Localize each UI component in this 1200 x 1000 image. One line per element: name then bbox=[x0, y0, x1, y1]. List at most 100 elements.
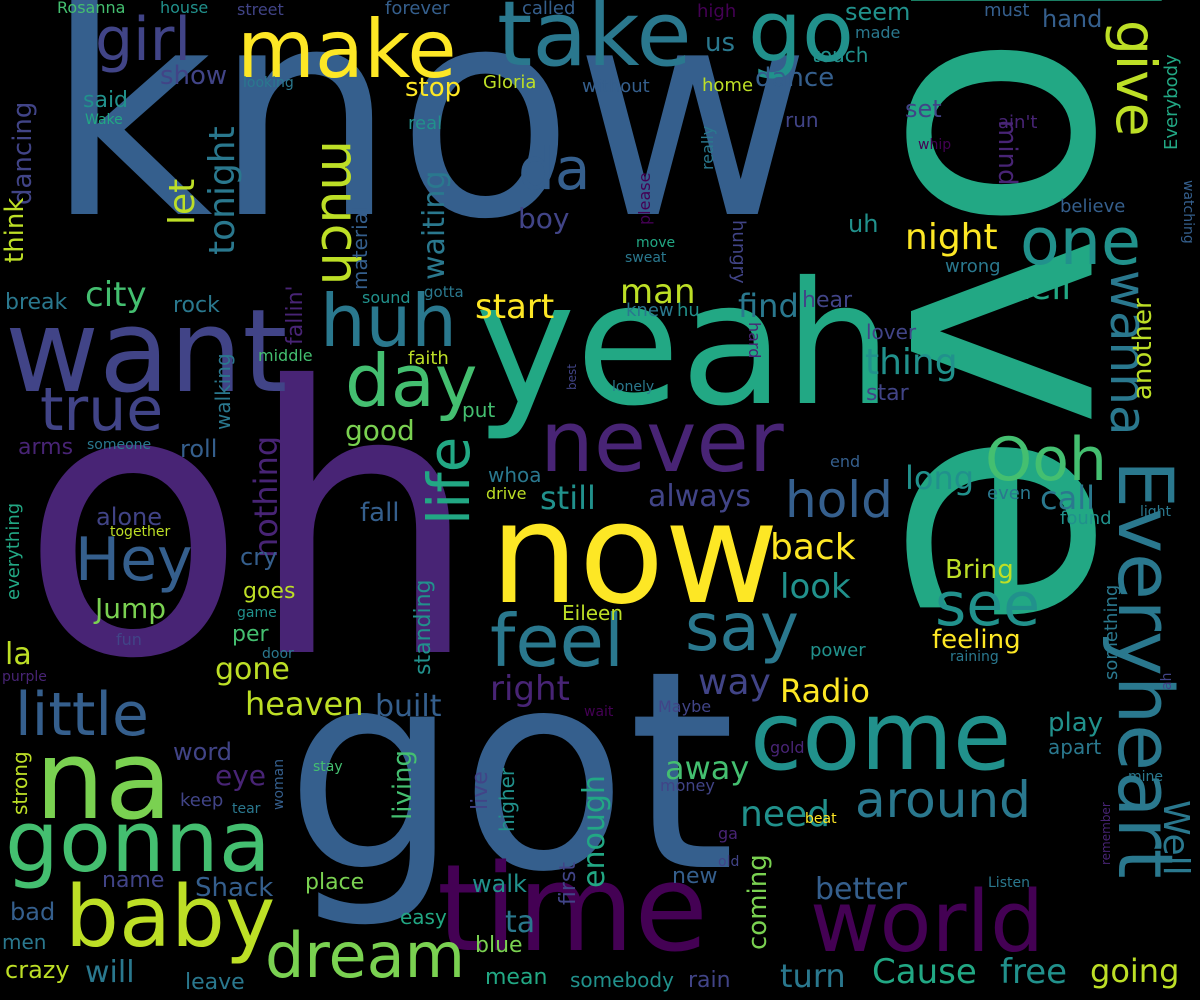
word-call: call bbox=[1040, 479, 1095, 517]
word-want: want bbox=[5, 285, 288, 419]
word-wrong: wrong bbox=[945, 256, 1001, 277]
word-nothing: nothing bbox=[247, 435, 285, 558]
word-enough: enough bbox=[577, 775, 612, 888]
word-stop: stop bbox=[405, 73, 462, 103]
word-fallin': fallin' bbox=[283, 285, 308, 345]
word-fall: fall bbox=[360, 498, 400, 528]
word-really: really bbox=[698, 125, 717, 170]
word-feeling: feeling bbox=[932, 625, 1021, 655]
word-huh: huh bbox=[320, 279, 457, 363]
word-free: free bbox=[1000, 952, 1068, 992]
word-woman: woman bbox=[271, 758, 287, 810]
word-rain: rain bbox=[688, 968, 731, 993]
word-break: break bbox=[5, 290, 68, 315]
word-power: power bbox=[810, 640, 866, 661]
word-make: make bbox=[237, 3, 457, 96]
word-gone: gone bbox=[215, 652, 290, 687]
word-always: always bbox=[648, 479, 752, 514]
word-think: think bbox=[0, 197, 30, 263]
word-fun: fun bbox=[116, 630, 142, 649]
word-ah: ah bbox=[1159, 672, 1175, 690]
word-la: la bbox=[5, 637, 32, 672]
word-ga: ga bbox=[718, 824, 738, 843]
word-built: built bbox=[375, 689, 442, 724]
word-man: man bbox=[620, 272, 696, 312]
word-Hey: Hey bbox=[75, 525, 193, 595]
word-know: know bbox=[45, 0, 812, 283]
word-light: light bbox=[1140, 504, 1172, 520]
word-real: real bbox=[408, 113, 443, 134]
word-someone: someone bbox=[87, 437, 152, 453]
word-hand: hand bbox=[1042, 5, 1103, 33]
word-higher: higher bbox=[495, 767, 519, 832]
word-roll: roll bbox=[180, 435, 218, 463]
word-little: little bbox=[15, 680, 149, 750]
word-believe: believe bbox=[1060, 196, 1126, 217]
word-oh: oh bbox=[20, 310, 481, 740]
word-boy: boy bbox=[518, 202, 570, 235]
word-standing: standing bbox=[411, 579, 436, 676]
word-yeah: yeah bbox=[475, 246, 893, 444]
word-seem: seem bbox=[845, 0, 911, 26]
word-day: day bbox=[345, 339, 478, 423]
word-keep: keep bbox=[180, 790, 224, 811]
word-city: city bbox=[85, 275, 147, 315]
word-go: go bbox=[748, 0, 854, 82]
word-arms: arms bbox=[18, 435, 74, 460]
word-street: street bbox=[237, 0, 284, 19]
word-touch: touch bbox=[812, 43, 869, 67]
word-thing: thing bbox=[865, 342, 958, 383]
word-blue: blue bbox=[475, 933, 523, 958]
word-star: star bbox=[866, 381, 909, 406]
word-mean: mean bbox=[485, 965, 548, 990]
word-raining: raining bbox=[950, 649, 999, 665]
word-baby: baby bbox=[65, 868, 276, 967]
word-us: us bbox=[705, 28, 736, 58]
word-night: night bbox=[905, 217, 998, 258]
word-apart: apart bbox=[1048, 735, 1102, 759]
word-hear: hear bbox=[802, 288, 853, 313]
word-will: will bbox=[85, 955, 135, 990]
word-let: let bbox=[162, 178, 203, 225]
word-strong: strong bbox=[8, 751, 32, 815]
word-set: set bbox=[905, 95, 942, 123]
word-whoa: whoa bbox=[488, 463, 542, 487]
word-still: still bbox=[540, 479, 596, 517]
word-easy: easy bbox=[400, 905, 447, 929]
word-say: say bbox=[685, 589, 799, 666]
word-lover: lover bbox=[866, 320, 917, 344]
word-da: da bbox=[518, 135, 591, 203]
word-life: life bbox=[415, 436, 483, 525]
word-move: move bbox=[636, 235, 676, 251]
word-around: around bbox=[855, 771, 1031, 829]
word-name: name bbox=[102, 868, 165, 893]
word-come: come bbox=[750, 682, 1012, 792]
word-true: true bbox=[40, 375, 164, 445]
word-heaven: heaven bbox=[245, 685, 364, 723]
word-material: material bbox=[348, 206, 372, 290]
word-walk: walk bbox=[472, 870, 527, 898]
word-show: show bbox=[160, 61, 228, 91]
word-give: give bbox=[1104, 20, 1168, 137]
word-somebody: somebody bbox=[570, 968, 674, 992]
word-another: another bbox=[1128, 298, 1158, 400]
word-ain't: ain't bbox=[998, 112, 1038, 133]
word-everything: everything bbox=[3, 502, 24, 600]
word-forever: forever bbox=[385, 0, 450, 19]
word-Listen: Listen bbox=[988, 875, 1030, 891]
word-better: better bbox=[815, 872, 907, 907]
word-one: one bbox=[1020, 205, 1141, 280]
word-crazy: crazy bbox=[5, 956, 70, 984]
word-Cause: Cause bbox=[872, 952, 977, 992]
word-per: per bbox=[232, 622, 269, 647]
word-tear: tear bbox=[232, 801, 261, 817]
word-even: even bbox=[987, 483, 1032, 504]
word-dance: dance bbox=[755, 63, 835, 93]
word-time: time bbox=[437, 840, 709, 979]
word-door: door bbox=[262, 646, 294, 662]
word-bad: bad bbox=[10, 898, 56, 926]
word-hungry: hungry bbox=[728, 220, 749, 284]
word-got: got bbox=[285, 612, 736, 932]
word-Eileen: Eileen bbox=[562, 601, 624, 625]
